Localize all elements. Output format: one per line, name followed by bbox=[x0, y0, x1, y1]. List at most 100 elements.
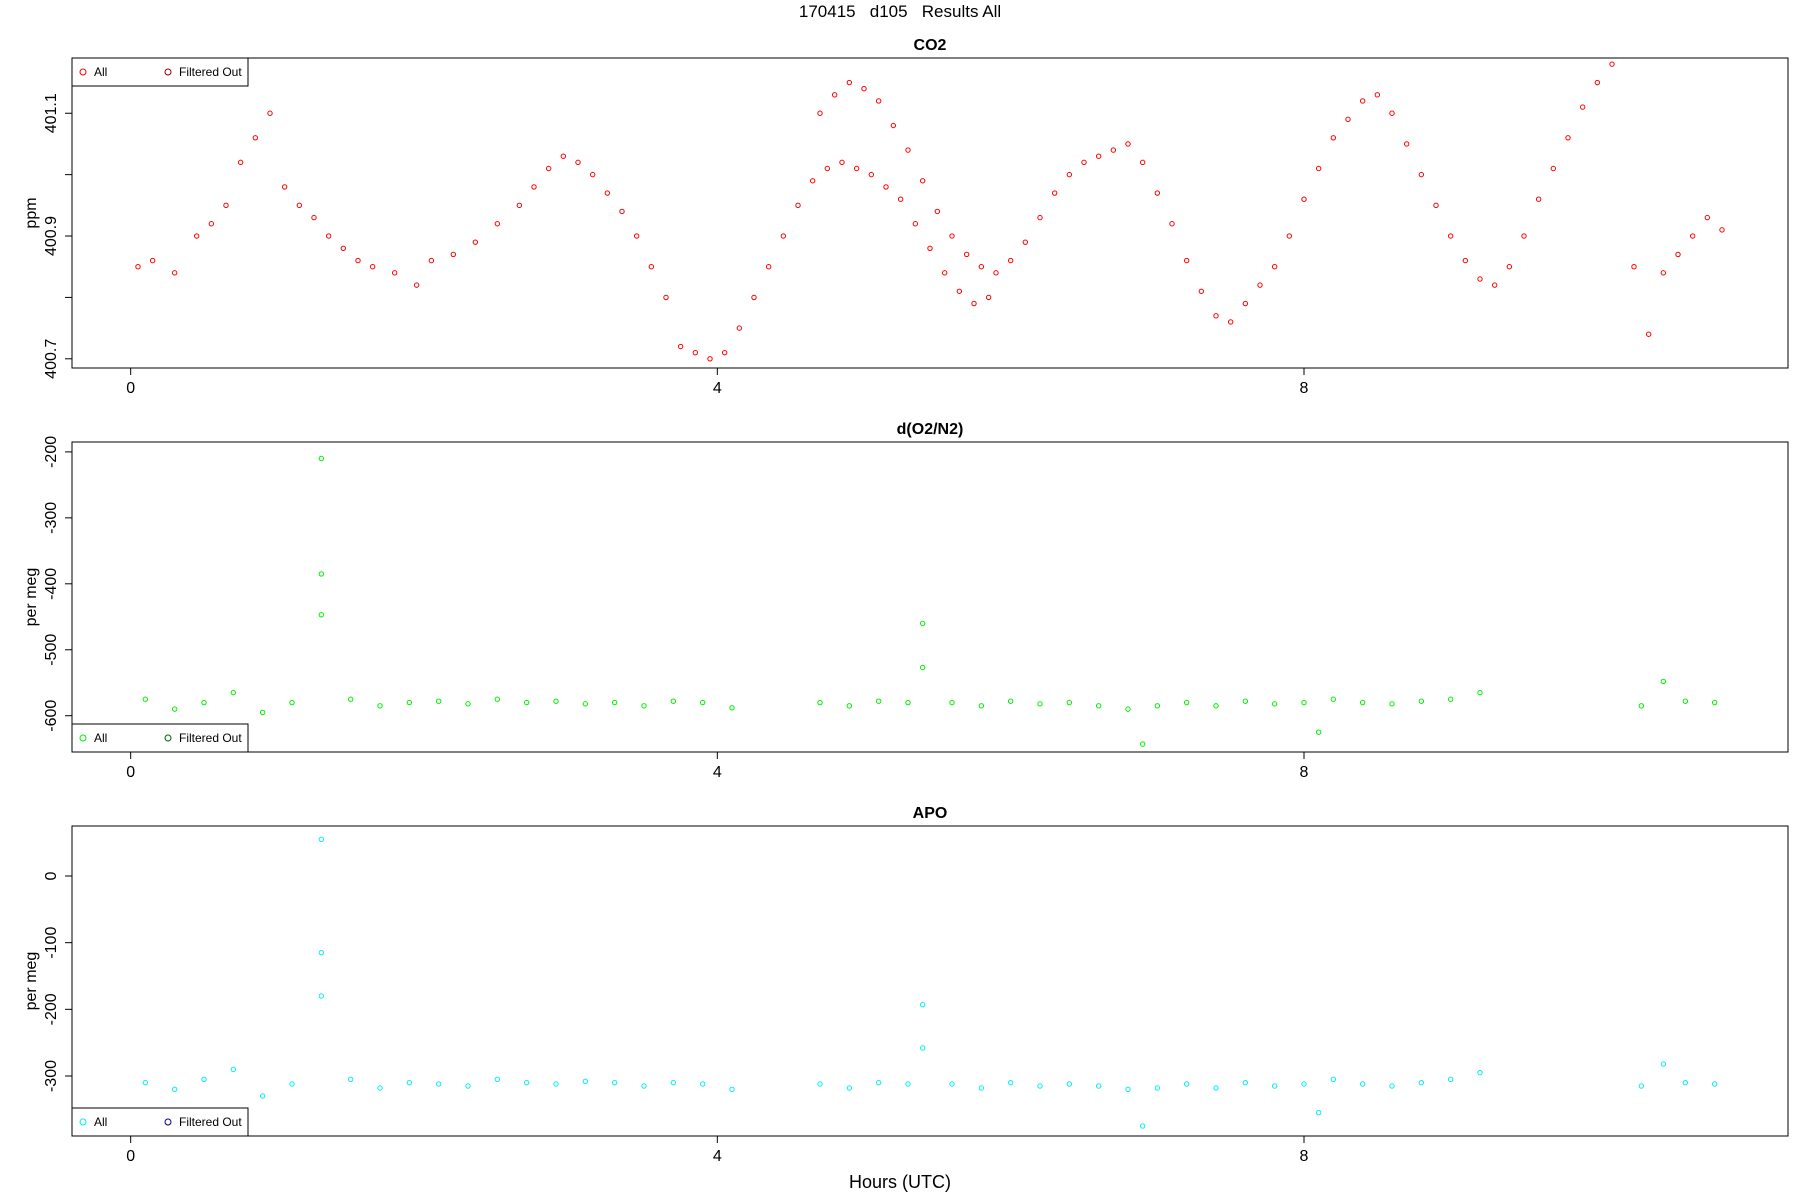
data-point bbox=[1183, 257, 1190, 264]
data-point bbox=[1095, 1083, 1102, 1089]
data-point bbox=[978, 264, 985, 270]
data-point bbox=[1345, 116, 1351, 123]
data-point bbox=[1125, 141, 1131, 147]
data-point bbox=[985, 294, 992, 301]
data-point bbox=[663, 294, 669, 301]
data-point bbox=[318, 612, 325, 618]
data-point bbox=[1675, 251, 1681, 258]
data-point bbox=[1645, 331, 1652, 337]
data-point bbox=[699, 1081, 706, 1087]
data-point bbox=[142, 696, 149, 702]
data-point bbox=[1007, 1079, 1014, 1086]
data-point bbox=[377, 703, 383, 709]
data-point bbox=[1271, 701, 1278, 707]
y-tick-label: -600 bbox=[43, 700, 60, 732]
data-point bbox=[1418, 1079, 1425, 1086]
data-point bbox=[1711, 699, 1718, 706]
data-point bbox=[1139, 159, 1146, 166]
data-point bbox=[1579, 104, 1586, 110]
data-point bbox=[252, 135, 259, 141]
data-point bbox=[413, 282, 420, 288]
data-point bbox=[523, 699, 530, 706]
data-point bbox=[377, 1085, 383, 1091]
data-point bbox=[1213, 703, 1219, 709]
data-point bbox=[575, 159, 581, 166]
y-axis-label: per meg bbox=[23, 568, 40, 627]
data-point bbox=[875, 98, 882, 104]
data-point bbox=[494, 1076, 501, 1083]
data-point bbox=[817, 699, 823, 706]
legend-box bbox=[71, 1107, 249, 1137]
y-tick-label: -500 bbox=[43, 634, 60, 666]
data-point bbox=[809, 178, 816, 184]
data-point bbox=[347, 1076, 354, 1083]
data-point bbox=[1154, 1085, 1161, 1091]
data-point bbox=[1066, 1081, 1073, 1087]
data-point bbox=[795, 202, 801, 209]
data-point bbox=[1462, 257, 1469, 264]
data-point bbox=[1139, 741, 1146, 747]
legend-marker-all bbox=[79, 734, 87, 742]
x-tick-label: 8 bbox=[1300, 380, 1309, 397]
data-point bbox=[465, 1083, 471, 1089]
data-point bbox=[296, 202, 303, 209]
data-point bbox=[259, 1093, 266, 1099]
data-point bbox=[604, 190, 611, 196]
data-point bbox=[1447, 696, 1454, 702]
data-point bbox=[1359, 98, 1366, 104]
y-axis-label: ppm bbox=[23, 197, 40, 228]
data-point bbox=[1418, 698, 1425, 704]
data-point bbox=[267, 110, 273, 116]
data-point bbox=[435, 698, 442, 704]
data-point bbox=[1242, 1079, 1249, 1086]
data-point bbox=[1066, 171, 1073, 178]
legend-box bbox=[71, 57, 249, 87]
data-point bbox=[1301, 1081, 1307, 1087]
plot-frame bbox=[71, 441, 1789, 753]
data-point bbox=[193, 233, 200, 239]
data-point bbox=[1315, 729, 1322, 735]
data-point bbox=[1711, 1081, 1718, 1087]
y-tick-label: -100 bbox=[43, 927, 60, 959]
plot-frame bbox=[71, 825, 1789, 1137]
data-point bbox=[1477, 276, 1483, 282]
data-point bbox=[171, 270, 178, 276]
data-point bbox=[259, 709, 266, 716]
data-point bbox=[736, 325, 743, 331]
data-point bbox=[1227, 319, 1234, 325]
data-point bbox=[230, 1066, 237, 1073]
data-point bbox=[340, 245, 347, 251]
data-point bbox=[1389, 1083, 1395, 1089]
data-point bbox=[919, 1045, 926, 1051]
data-point bbox=[1271, 264, 1278, 270]
data-point bbox=[230, 689, 237, 696]
data-point bbox=[318, 455, 325, 462]
data-point bbox=[450, 251, 457, 258]
data-point bbox=[318, 571, 325, 577]
data-point bbox=[201, 1076, 207, 1083]
data-point bbox=[875, 1079, 882, 1086]
data-point bbox=[1022, 239, 1029, 245]
data-point bbox=[1037, 701, 1043, 707]
x-tick-label: 0 bbox=[126, 764, 135, 781]
data-point bbox=[1631, 264, 1637, 270]
data-point bbox=[1242, 698, 1249, 704]
data-point bbox=[817, 1081, 823, 1087]
legend-label-all: All bbox=[94, 1115, 107, 1129]
data-point bbox=[582, 701, 589, 707]
data-point bbox=[1007, 698, 1014, 704]
panel-title: APO bbox=[913, 805, 948, 822]
data-point bbox=[1183, 699, 1190, 706]
x-tick-label: 4 bbox=[713, 1148, 722, 1165]
data-point bbox=[890, 122, 897, 129]
data-point bbox=[824, 165, 831, 172]
data-point bbox=[1660, 270, 1667, 276]
legend-label-filtered: Filtered Out bbox=[179, 1115, 242, 1129]
data-point bbox=[1682, 698, 1689, 704]
legend-marker-filtered bbox=[164, 1118, 172, 1126]
data-point bbox=[692, 349, 699, 356]
data-point bbox=[1095, 703, 1102, 709]
legend-label-filtered: Filtered Out bbox=[179, 65, 242, 79]
data-point bbox=[853, 165, 860, 172]
